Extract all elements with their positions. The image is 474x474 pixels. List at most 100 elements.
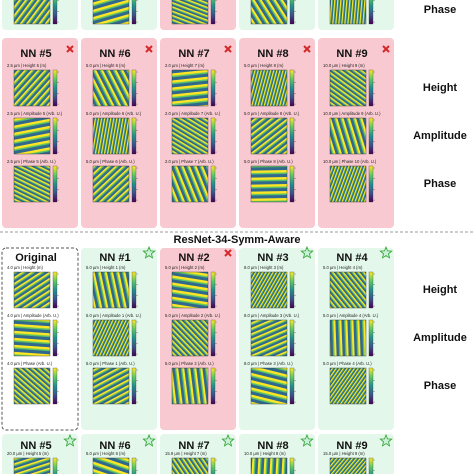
colorbar: [210, 69, 216, 107]
colorbar: [131, 319, 137, 357]
colorbar: [52, 165, 58, 203]
image-caption: 5.0 µm | Height 6 (m): [86, 451, 126, 456]
afm-image: [250, 0, 288, 25]
image-caption: 5.0 µm | Amplitude 6 (Arb. U.): [86, 111, 142, 116]
colorbar: [368, 319, 374, 357]
colorbar: [52, 271, 58, 309]
colorbar: [368, 117, 374, 155]
colorbar: [289, 271, 295, 309]
colorbar: [368, 0, 374, 25]
image-caption: 5.0 µm | Height 8 (m): [244, 63, 284, 68]
panel-title: NN #5: [20, 440, 51, 452]
image-caption: 5.0 µm | Height 4 (m): [323, 265, 363, 270]
colorbar: [52, 319, 58, 357]
panel-title: NN #6: [99, 440, 130, 452]
row-label: Amplitude: [413, 130, 467, 142]
afm-image: [171, 457, 209, 474]
colorbar: [210, 271, 216, 309]
pass-marker: [300, 245, 314, 259]
colorbar: [52, 69, 58, 107]
colorbar: [210, 0, 216, 25]
afm-image: [92, 0, 130, 25]
colorbar: [131, 271, 137, 309]
colorbar: [368, 69, 374, 107]
afm-image: [171, 69, 209, 107]
colorbar: [131, 117, 137, 155]
image-caption: 2.0 µm | Amplitude 7 (Arb. U.): [165, 111, 221, 116]
image-caption: 5.0 µm | Phase 1 (Arb. U.): [86, 361, 135, 366]
colorbar: [289, 117, 295, 155]
afm-image: [250, 457, 288, 474]
afm-image: [250, 117, 288, 155]
colorbar: [131, 69, 137, 107]
image-caption: 2.0 µm | Phase 7 (Arb. U.): [165, 159, 214, 164]
pass-marker: [221, 433, 235, 447]
pass-marker: [300, 433, 314, 447]
afm-image: [329, 319, 367, 357]
afm-image: [13, 165, 51, 203]
colorbar: [210, 367, 216, 405]
afm-image: [329, 271, 367, 309]
image-caption: 10.0 µm | Height 8 (m): [244, 451, 286, 456]
afm-image: [92, 69, 130, 107]
image-caption: 20.0 µm | Height 5 (m): [7, 451, 49, 456]
image-caption: 2.0 µm | Height 7 (m): [165, 63, 205, 68]
afm-image: [329, 457, 367, 474]
image-caption: 5.0 µm | Phase 4 (Arb. U.): [323, 361, 372, 366]
afm-image: [329, 165, 367, 203]
colorbar: [131, 457, 137, 474]
colorbar: [52, 367, 58, 405]
image-caption: 5.0 µm | Phase 2 (Arb. U.): [165, 361, 214, 366]
pass-marker: [379, 245, 393, 259]
panel-title: NN #9: [336, 48, 367, 60]
colorbar: [368, 165, 374, 203]
afm-image: [13, 69, 51, 107]
row-label: Amplitude: [413, 332, 467, 344]
panel-title: NN #1: [99, 252, 130, 264]
colorbar: [289, 69, 295, 107]
colorbar: [289, 165, 295, 203]
colorbar: [210, 165, 216, 203]
afm-image: [92, 367, 130, 405]
fail-marker: [382, 45, 390, 53]
panel-title: NN #3: [257, 252, 288, 264]
afm-image: [171, 367, 209, 405]
afm-image: [13, 367, 51, 405]
afm-image: [92, 457, 130, 474]
colorbar: [131, 165, 137, 203]
fail-marker: [224, 45, 232, 53]
row-label: Height: [423, 284, 458, 296]
fail-marker: [66, 45, 74, 53]
image-caption: 5.0 µm | Phase 8 (Arb. U.): [244, 159, 293, 164]
colorbar: [131, 0, 137, 25]
colorbar: [289, 367, 295, 405]
afm-image: [92, 319, 130, 357]
panel-title: NN #2: [178, 252, 209, 264]
fail-marker: [303, 45, 311, 53]
image-caption: 5.0 µm | Amplitude 1 (Arb. U.): [86, 313, 142, 318]
afm-image: [171, 271, 209, 309]
image-caption: 5.0 µm | Amplitude 4 (Arb. U.): [323, 313, 379, 318]
afm-image: [329, 117, 367, 155]
afm-image: [171, 319, 209, 357]
pass-marker: [63, 433, 77, 447]
image-caption: 5.0 µm | Height 1 (m): [86, 265, 126, 270]
fail-marker: [224, 249, 232, 257]
image-caption: 5.0 µm | Height 2 (m): [165, 265, 205, 270]
image-caption: 2.5 µm | Phase 5 (Arb. U.): [7, 159, 56, 164]
panel-title: NN #7: [178, 440, 209, 452]
image-caption: 2.5 µm | Height 5 (m): [7, 63, 47, 68]
image-caption: 4.0 µm | Phase (Arb. U.): [7, 361, 53, 366]
image-caption: 10.0 µm | Amplitude 9 (Arb. U.): [323, 111, 381, 116]
image-caption: 5.0 µm | Height 6 (m): [86, 63, 126, 68]
section-title: ResNet-34-Symm-Aware: [174, 234, 301, 246]
panel-title: Original: [15, 252, 57, 264]
afm-image: [13, 457, 51, 474]
panel-title: NN #8: [257, 440, 288, 452]
image-caption: 2.5 µm | Amplitude 5 (Arb. U.): [7, 111, 63, 116]
row-label: Phase: [424, 4, 456, 16]
panel-title: NN #4: [336, 252, 368, 264]
afm-image: [171, 117, 209, 155]
afm-image: [13, 117, 51, 155]
afm-image: [92, 165, 130, 203]
